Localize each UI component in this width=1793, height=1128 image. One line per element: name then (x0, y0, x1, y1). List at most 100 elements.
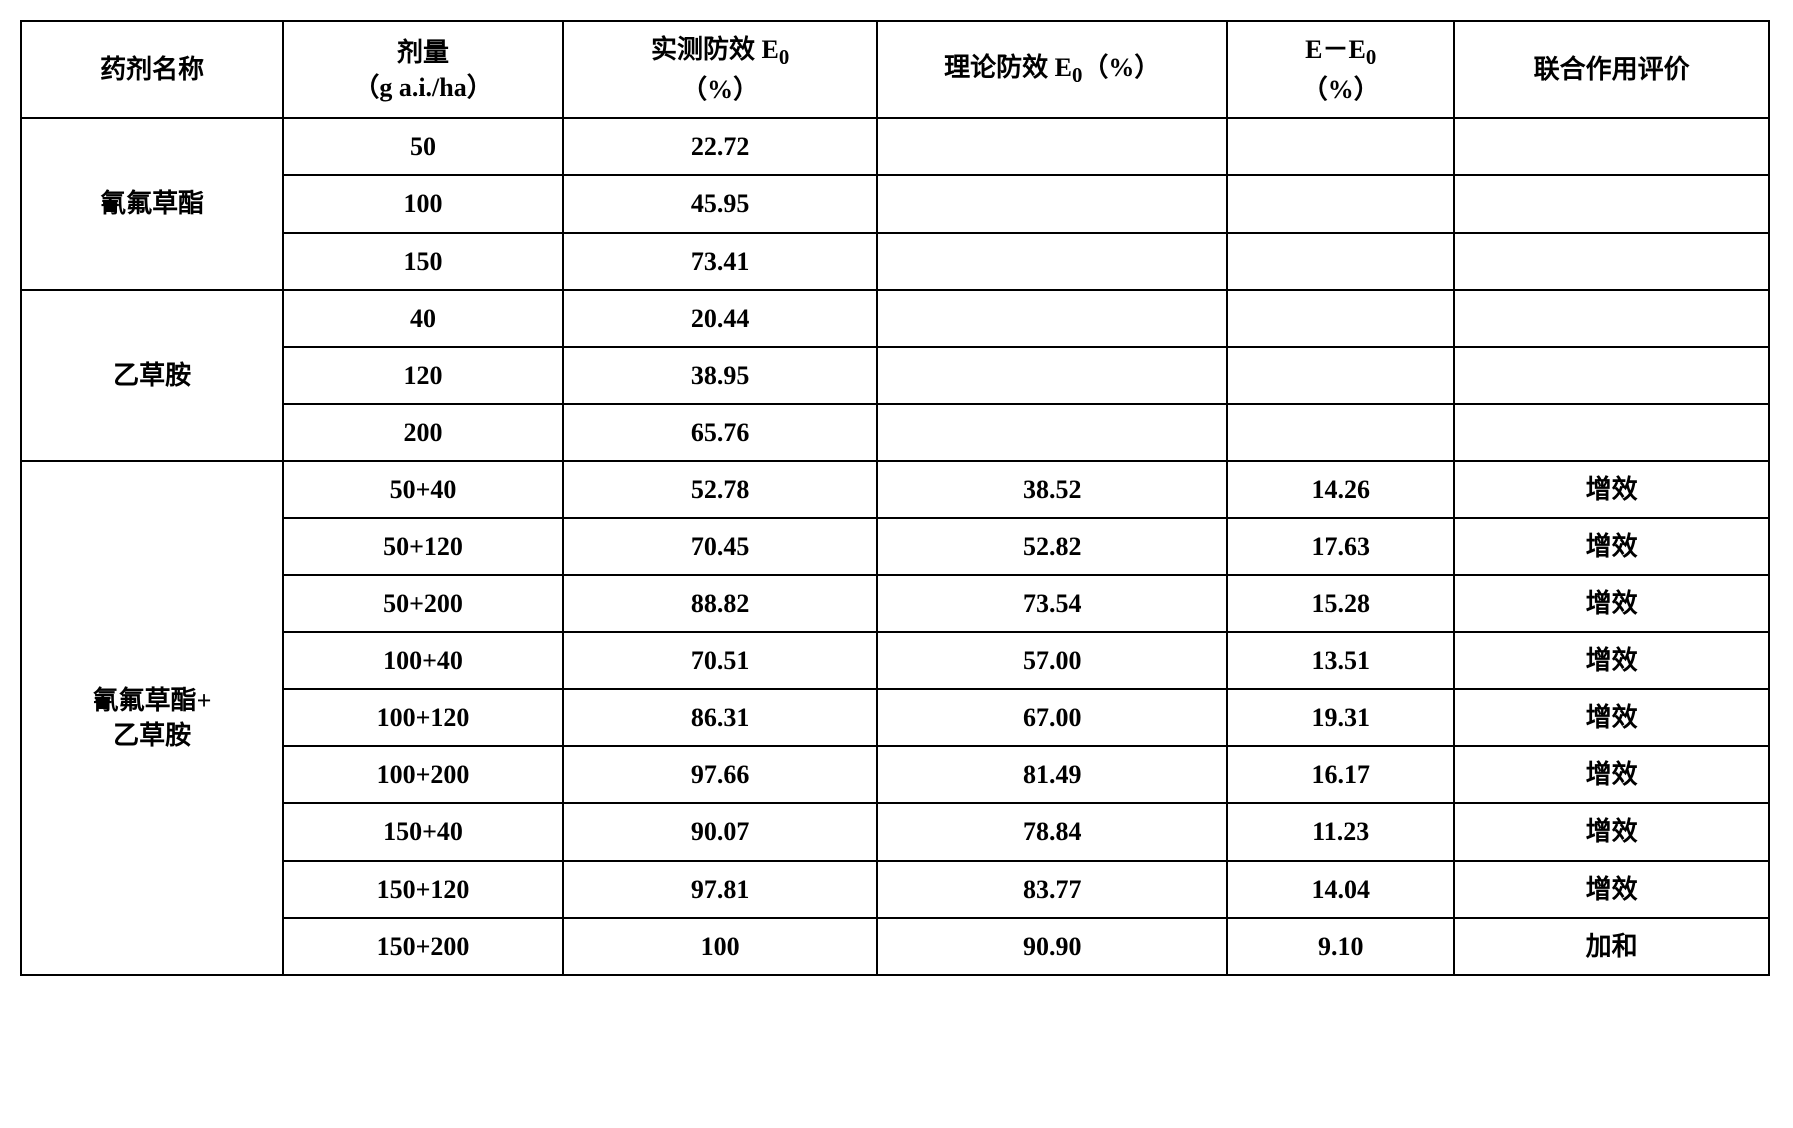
theoretical-eff-cell (877, 290, 1227, 347)
dose-cell: 50 (283, 118, 563, 175)
dose-cell: 150+200 (283, 918, 563, 975)
col-diff-unit: （%） (1302, 75, 1380, 104)
diff-cell: 11.23 (1227, 803, 1454, 860)
theoretical-eff-cell (877, 347, 1227, 404)
theoretical-eff-cell: 78.84 (877, 803, 1227, 860)
agent-name-cell: 氰氟草酯 (21, 118, 283, 289)
diff-cell: 19.31 (1227, 689, 1454, 746)
dose-cell: 200 (283, 404, 563, 461)
col-theoretical-eff: 理论防效 E0（%） (877, 21, 1227, 118)
eval-cell: 增效 (1454, 575, 1769, 632)
eval-cell (1454, 290, 1769, 347)
dose-cell: 100+120 (283, 689, 563, 746)
col-agent-name: 药剂名称 (21, 21, 283, 118)
theoretical-eff-cell (877, 118, 1227, 175)
table-row: 150+20010090.909.10加和 (21, 918, 1769, 975)
measured-eff-cell: 45.95 (563, 175, 878, 232)
diff-cell (1227, 290, 1454, 347)
table-row: 氰氟草酯+乙草胺50+4052.7838.5214.26增效 (21, 461, 1769, 518)
dose-cell: 50+200 (283, 575, 563, 632)
eval-cell: 增效 (1454, 746, 1769, 803)
table-row: 50+20088.8273.5415.28增效 (21, 575, 1769, 632)
agent-name-cell: 乙草胺 (21, 290, 283, 461)
measured-eff-cell: 38.95 (563, 347, 878, 404)
dose-cell: 150+120 (283, 861, 563, 918)
col-theoretical-eff-label: 理论防效 E (944, 53, 1072, 82)
theoretical-eff-cell (877, 233, 1227, 290)
theoretical-eff-cell: 67.00 (877, 689, 1227, 746)
col-theoretical-eff-sub: 0 (1072, 64, 1082, 87)
eval-cell: 增效 (1454, 632, 1769, 689)
diff-cell: 13.51 (1227, 632, 1454, 689)
table-row: 乙草胺4020.44 (21, 290, 1769, 347)
table-row: 100+12086.3167.0019.31增效 (21, 689, 1769, 746)
table-body: 氰氟草酯5022.7210045.9515073.41乙草胺4020.44120… (21, 118, 1769, 974)
col-dose-label: 剂量 (397, 38, 449, 67)
eval-cell: 增效 (1454, 861, 1769, 918)
table-row: 100+20097.6681.4916.17增效 (21, 746, 1769, 803)
measured-eff-cell: 73.41 (563, 233, 878, 290)
measured-eff-cell: 65.76 (563, 404, 878, 461)
eval-cell (1454, 404, 1769, 461)
col-eval: 联合作用评价 (1454, 21, 1769, 118)
dose-cell: 120 (283, 347, 563, 404)
col-measured-eff: 实测防效 E0 （%） (563, 21, 878, 118)
col-measured-eff-sub: 0 (779, 46, 789, 69)
measured-eff-cell: 88.82 (563, 575, 878, 632)
theoretical-eff-cell: 52.82 (877, 518, 1227, 575)
col-dose-unit: （g a.i./ha） (353, 73, 492, 102)
table-row: 12038.95 (21, 347, 1769, 404)
eval-cell: 增效 (1454, 461, 1769, 518)
diff-cell: 17.63 (1227, 518, 1454, 575)
col-diff: E－E0 （%） (1227, 21, 1454, 118)
measured-eff-cell: 97.66 (563, 746, 878, 803)
col-diff-label: E－E (1305, 35, 1366, 64)
diff-cell (1227, 404, 1454, 461)
diff-cell: 14.04 (1227, 861, 1454, 918)
theoretical-eff-cell (877, 404, 1227, 461)
dose-cell: 150 (283, 233, 563, 290)
dose-cell: 100 (283, 175, 563, 232)
theoretical-eff-cell: 83.77 (877, 861, 1227, 918)
eval-cell (1454, 233, 1769, 290)
theoretical-eff-cell: 57.00 (877, 632, 1227, 689)
table-row: 50+12070.4552.8217.63增效 (21, 518, 1769, 575)
theoretical-eff-cell: 81.49 (877, 746, 1227, 803)
theoretical-eff-cell: 38.52 (877, 461, 1227, 518)
col-measured-eff-label: 实测防效 E (651, 35, 779, 64)
dose-cell: 100+40 (283, 632, 563, 689)
eval-cell (1454, 118, 1769, 175)
dose-cell: 40 (283, 290, 563, 347)
dose-cell: 100+200 (283, 746, 563, 803)
table-row: 氰氟草酯5022.72 (21, 118, 1769, 175)
measured-eff-cell: 52.78 (563, 461, 878, 518)
theoretical-eff-cell: 73.54 (877, 575, 1227, 632)
efficacy-table: 药剂名称 剂量 （g a.i./ha） 实测防效 E0 （%） 理论防效 E0（… (20, 20, 1770, 976)
eval-cell (1454, 347, 1769, 404)
diff-cell (1227, 175, 1454, 232)
col-dose: 剂量 （g a.i./ha） (283, 21, 563, 118)
table-row: 150+4090.0778.8411.23增效 (21, 803, 1769, 860)
measured-eff-cell: 22.72 (563, 118, 878, 175)
measured-eff-cell: 70.51 (563, 632, 878, 689)
header-row: 药剂名称 剂量 （g a.i./ha） 实测防效 E0 （%） 理论防效 E0（… (21, 21, 1769, 118)
diff-cell: 16.17 (1227, 746, 1454, 803)
table-row: 10045.95 (21, 175, 1769, 232)
diff-cell (1227, 233, 1454, 290)
eval-cell: 增效 (1454, 689, 1769, 746)
table-row: 150+12097.8183.7714.04增效 (21, 861, 1769, 918)
measured-eff-cell: 70.45 (563, 518, 878, 575)
col-theoretical-eff-unit: （%） (1082, 53, 1160, 82)
eval-cell: 加和 (1454, 918, 1769, 975)
diff-cell: 15.28 (1227, 575, 1454, 632)
dose-cell: 150+40 (283, 803, 563, 860)
eval-cell (1454, 175, 1769, 232)
theoretical-eff-cell: 90.90 (877, 918, 1227, 975)
measured-eff-cell: 20.44 (563, 290, 878, 347)
eval-cell: 增效 (1454, 518, 1769, 575)
table-row: 15073.41 (21, 233, 1769, 290)
diff-cell (1227, 347, 1454, 404)
table-row: 20065.76 (21, 404, 1769, 461)
table-row: 100+4070.5157.0013.51增效 (21, 632, 1769, 689)
diff-cell (1227, 118, 1454, 175)
